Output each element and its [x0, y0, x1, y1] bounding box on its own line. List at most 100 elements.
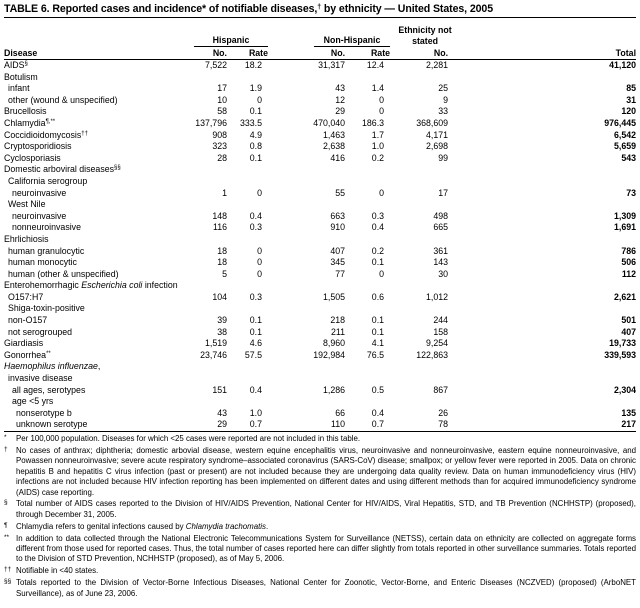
nonhispanic-rate-cell: 0.3	[371, 210, 385, 221]
hispanic-no-cell	[180, 199, 227, 211]
hispanic-rate-cell: 0.3	[249, 222, 263, 233]
nonhispanic-no-cell: 218	[330, 315, 346, 326]
notstated-no-cell: 867	[433, 384, 449, 395]
hispanic-rate-cell: 0.7	[227, 419, 269, 433]
nonhispanic-no-cell: 470,040	[313, 117, 346, 128]
disease-cell: age <5 yrs	[4, 396, 180, 408]
table-row: neuroinvasive 148 0.4 663 0.3 498 1,309	[4, 211, 636, 223]
table-row: nonserotype b 43 1.0 66 0.4 26 135	[4, 408, 636, 420]
nonhispanic-rate-cell: 0.1	[371, 257, 385, 268]
nonhispanic-rate-cell	[345, 72, 390, 84]
table-row: infant 17 1.9 43 1.4 25 85	[4, 83, 636, 95]
total-cell: 31	[626, 94, 637, 105]
notstated-no-cell	[400, 164, 448, 176]
table-row: Cyclosporiasis 28 0.1 416 0.2 99 543	[4, 153, 636, 165]
footnote-text: Totals reported to the Division of Vecto…	[16, 578, 636, 598]
header-hispanic-no: No.	[180, 47, 227, 60]
hispanic-rate-cell: 0	[257, 94, 263, 105]
nonhispanic-rate-cell: 12.4	[366, 60, 385, 70]
header-nonhispanic-no: No.	[300, 47, 346, 60]
hispanic-no-cell: 28	[217, 152, 227, 163]
title-rest: by ethnicity — United States, 2005	[321, 3, 494, 15]
notstated-no-cell: 9	[443, 94, 449, 105]
total-cell: 1,309	[614, 210, 637, 221]
nonhispanic-no-cell: 29	[335, 106, 346, 117]
disease-label: not serogrouped	[8, 326, 73, 337]
nonhispanic-rate-cell	[345, 164, 390, 176]
header-non-hispanic: Non-Hispanic	[314, 35, 391, 47]
total-cell: 976,445	[604, 117, 637, 128]
nonhispanic-rate-cell: 0.1	[371, 315, 385, 326]
nonhispanic-rate-cell	[345, 280, 390, 292]
notstated-no-cell: 361	[433, 245, 449, 256]
table-row: invasive disease	[4, 373, 636, 385]
disease-label: human granulocytic	[8, 245, 85, 256]
footnote-mark: *	[4, 434, 7, 441]
table-row: Gonorrhea** 23,746 57.5 192,984 76.5 122,863 3…	[4, 350, 636, 362]
notstated-no-cell: 368,609	[416, 117, 449, 128]
hispanic-no-cell: 17	[217, 83, 227, 94]
disease-label: Coccidioidomycosis	[4, 129, 82, 140]
disease-label: Giardiasis	[4, 338, 44, 349]
disease-cell: Giardiasis	[4, 338, 180, 350]
footnote-mark: ¶,**	[45, 118, 56, 125]
footnote-mark: †	[4, 445, 8, 453]
hispanic-rate-cell: 333.5	[240, 117, 263, 128]
nonhispanic-no-cell	[300, 280, 345, 292]
hispanic-rate-cell	[227, 396, 268, 408]
footnote: † No cases of anthrax; diphtheria; domest…	[4, 446, 636, 498]
nonhispanic-rate-cell: 0.1	[371, 326, 385, 337]
nonhispanic-rate-cell: 0.6	[371, 291, 385, 302]
disease-cell: Ehrlichiosis	[4, 234, 180, 246]
hispanic-no-cell: 23,746	[200, 349, 227, 360]
hispanic-no-cell: 148	[212, 210, 227, 221]
nonhispanic-rate-cell: 0	[379, 106, 385, 117]
nonhispanic-no-cell: 66	[335, 407, 346, 418]
disease-cell: Enterohemorrhagic Escherichia coli infec…	[4, 280, 180, 292]
nonhispanic-no-cell: 31,317	[318, 60, 346, 70]
disease-label: neuroinvasive	[12, 187, 67, 198]
hispanic-rate-cell	[227, 72, 268, 84]
total-cell: 339,593	[604, 349, 637, 360]
notstated-no-cell	[400, 176, 448, 188]
notstated-no-cell: 122,863	[416, 349, 449, 360]
notstated-no-cell: 25	[438, 83, 449, 94]
disease-cell: human monocytic	[4, 257, 180, 269]
notstated-no-cell	[400, 234, 448, 246]
disease-label: age <5 yrs	[12, 396, 54, 407]
total-cell: 85	[626, 83, 637, 94]
title-rule	[4, 17, 636, 18]
hispanic-rate-cell: 57.5	[244, 349, 263, 360]
notstated-no-cell	[400, 72, 448, 84]
hispanic-no-cell: 5	[222, 268, 227, 279]
footnote-mark: §§	[4, 578, 12, 586]
hispanic-no-cell: 10	[217, 94, 227, 105]
disease-cell: Botulism	[4, 72, 180, 84]
header-nonhispanic-rate: Rate	[345, 47, 391, 60]
hispanic-no-cell: 18	[217, 257, 227, 268]
disease-cell: West Nile	[4, 199, 180, 211]
table-row: neuroinvasive 1 0 55 0 17 73	[4, 188, 636, 200]
total-cell	[448, 234, 636, 246]
nonhispanic-no-cell: 910	[330, 222, 346, 233]
nonhispanic-rate-cell: 4.1	[371, 338, 385, 349]
hispanic-rate-cell: 0	[257, 268, 263, 279]
nonhispanic-no-cell	[300, 234, 345, 246]
total-cell: 19,733	[609, 338, 637, 349]
data-table: Hispanic Non-Hispanic Ethnicity not stat…	[4, 20, 637, 433]
total-cell	[448, 303, 636, 315]
disease-label: nonserotype b	[16, 407, 72, 418]
table-row: Haemophilus influenzae,	[4, 361, 636, 373]
notstated-no-cell: 26	[438, 407, 449, 418]
hispanic-rate-cell: 0	[257, 245, 263, 256]
nonhispanic-no-cell: 8,960	[323, 338, 346, 349]
hispanic-no-cell: 38	[217, 326, 227, 337]
nonhispanic-no-cell: 345	[330, 257, 346, 268]
table-row: Brucellosis 58 0.1 29 0 33 120	[4, 106, 636, 118]
total-cell: 135	[621, 407, 637, 418]
disease-cell: not serogrouped	[4, 327, 180, 339]
hispanic-rate-cell: 1.9	[249, 83, 263, 94]
disease-cell: invasive disease	[4, 373, 180, 385]
disease-label: human (other & unspecified)	[8, 268, 119, 279]
total-cell	[448, 199, 636, 211]
